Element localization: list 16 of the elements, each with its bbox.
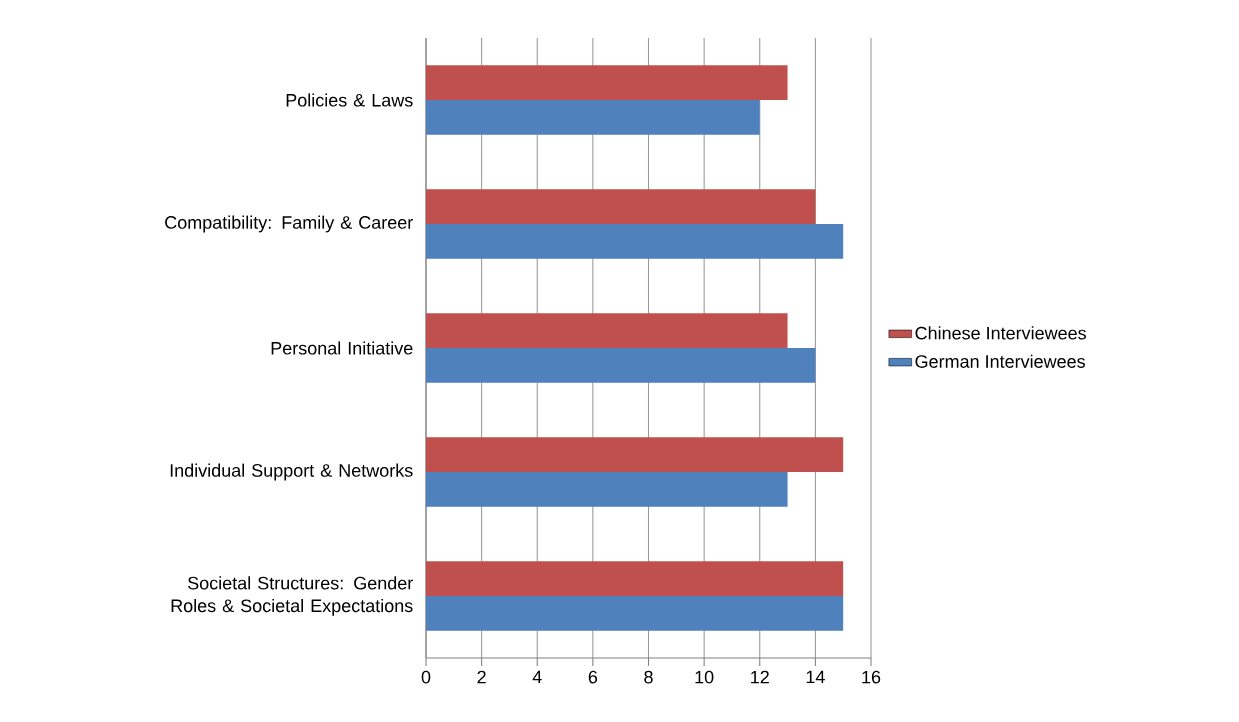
y-tick-label: Personal Initiative <box>271 341 413 355</box>
x-tick-label: 16 <box>862 670 881 684</box>
legend-label: Chinese Interviewees <box>915 326 1086 340</box>
x-tick-label: 14 <box>806 670 825 684</box>
y-tick-label: Compatibility: Family & Career <box>165 215 413 233</box>
x-tick-label: 2 <box>477 670 486 684</box>
y-tick-label: Individual Support & Networks <box>170 463 413 481</box>
x-tick-label: 6 <box>588 670 598 684</box>
y-tick-label: Policies & Laws <box>286 93 413 107</box>
x-tick-label: 0 <box>421 670 431 684</box>
x-tick-label: 4 <box>532 670 542 684</box>
y-tick-label: Societal Structures: Gender Roles & Societal Expectations <box>171 576 413 616</box>
x-tick-label: 10 <box>695 670 714 684</box>
x-tick-label: 8 <box>644 670 653 684</box>
legend-label: German Interviewees <box>915 354 1085 368</box>
x-tick-label: 12 <box>751 670 769 684</box>
